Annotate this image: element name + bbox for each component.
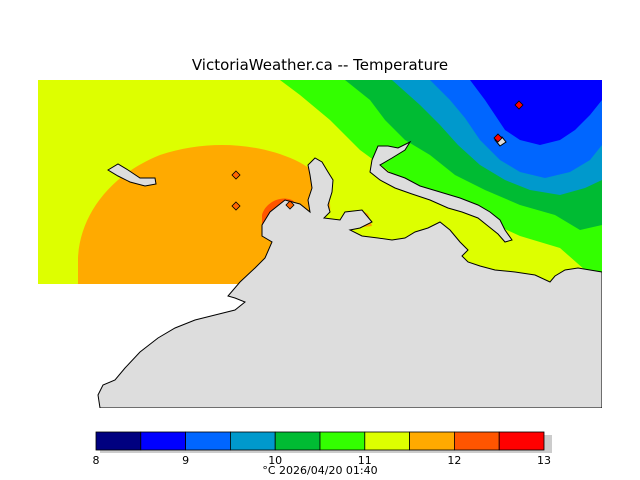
legend-swatch <box>185 431 231 451</box>
legend-swatch <box>364 431 410 451</box>
legend-tick-label: 13 <box>537 454 551 467</box>
legend-tick-label: 10 <box>268 454 283 467</box>
legend-swatch <box>140 431 187 451</box>
station-marker <box>231 201 241 211</box>
legend-tick-label: 8 <box>92 454 100 467</box>
legend-footer: °C 2026/04/20 01:40 <box>262 464 378 477</box>
legend-swatch <box>95 431 142 451</box>
temp-zone-8-5 <box>470 80 602 145</box>
legend-swatch <box>274 431 321 451</box>
legend-swatch <box>498 431 545 451</box>
legend-swatch <box>409 431 455 451</box>
island-peninsula <box>369 140 513 243</box>
island-west <box>107 163 157 187</box>
station-marker <box>493 133 503 143</box>
station-marker <box>285 200 295 210</box>
legend-tick-label: 12 <box>447 454 462 467</box>
map-title: VictoriaWeather.ca -- Temperature <box>191 56 449 74</box>
station-marker <box>514 100 524 110</box>
legend-swatch <box>319 431 366 451</box>
station-marker <box>231 170 241 180</box>
land-mass <box>97 157 602 408</box>
station-markers <box>231 100 524 211</box>
legend-swatch <box>453 431 500 451</box>
legend-tick-label: 9 <box>182 454 190 467</box>
legend-tick-label: 11 <box>357 454 372 467</box>
legend-swatch <box>229 431 276 451</box>
